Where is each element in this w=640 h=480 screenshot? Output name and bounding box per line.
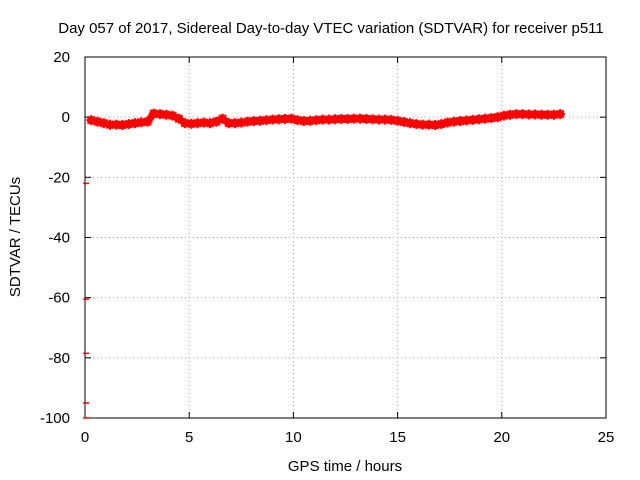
x-tick-label: 25	[598, 429, 615, 446]
x-tick-label: 5	[185, 429, 193, 446]
data-points	[83, 108, 566, 419]
series-band-segment	[550, 110, 564, 119]
y-tick-label: -40	[48, 230, 70, 247]
y-axis-label: SDTVAR / TECUs	[7, 177, 24, 297]
x-tick-label: 10	[285, 429, 302, 446]
y-tick-label: -100	[40, 410, 70, 427]
y-tick-label: -20	[48, 169, 70, 186]
axes: 0 5 10 15 20 25 -100 -80 -60 -40 -20 0 20	[40, 49, 614, 446]
y-tick-label: 20	[53, 49, 70, 66]
x-tick-label: 20	[493, 429, 510, 446]
x-tick-label: 0	[81, 429, 89, 446]
x-axis-label: GPS time / hours	[288, 458, 402, 475]
x-tick-label: 15	[389, 429, 406, 446]
chart-title: Day 057 of 2017, Sidereal Day-to-day VTE…	[58, 20, 604, 37]
y-tick-label: 0	[62, 109, 70, 126]
y-tick-label: -80	[48, 350, 70, 367]
y-tick-label: -60	[48, 290, 70, 307]
